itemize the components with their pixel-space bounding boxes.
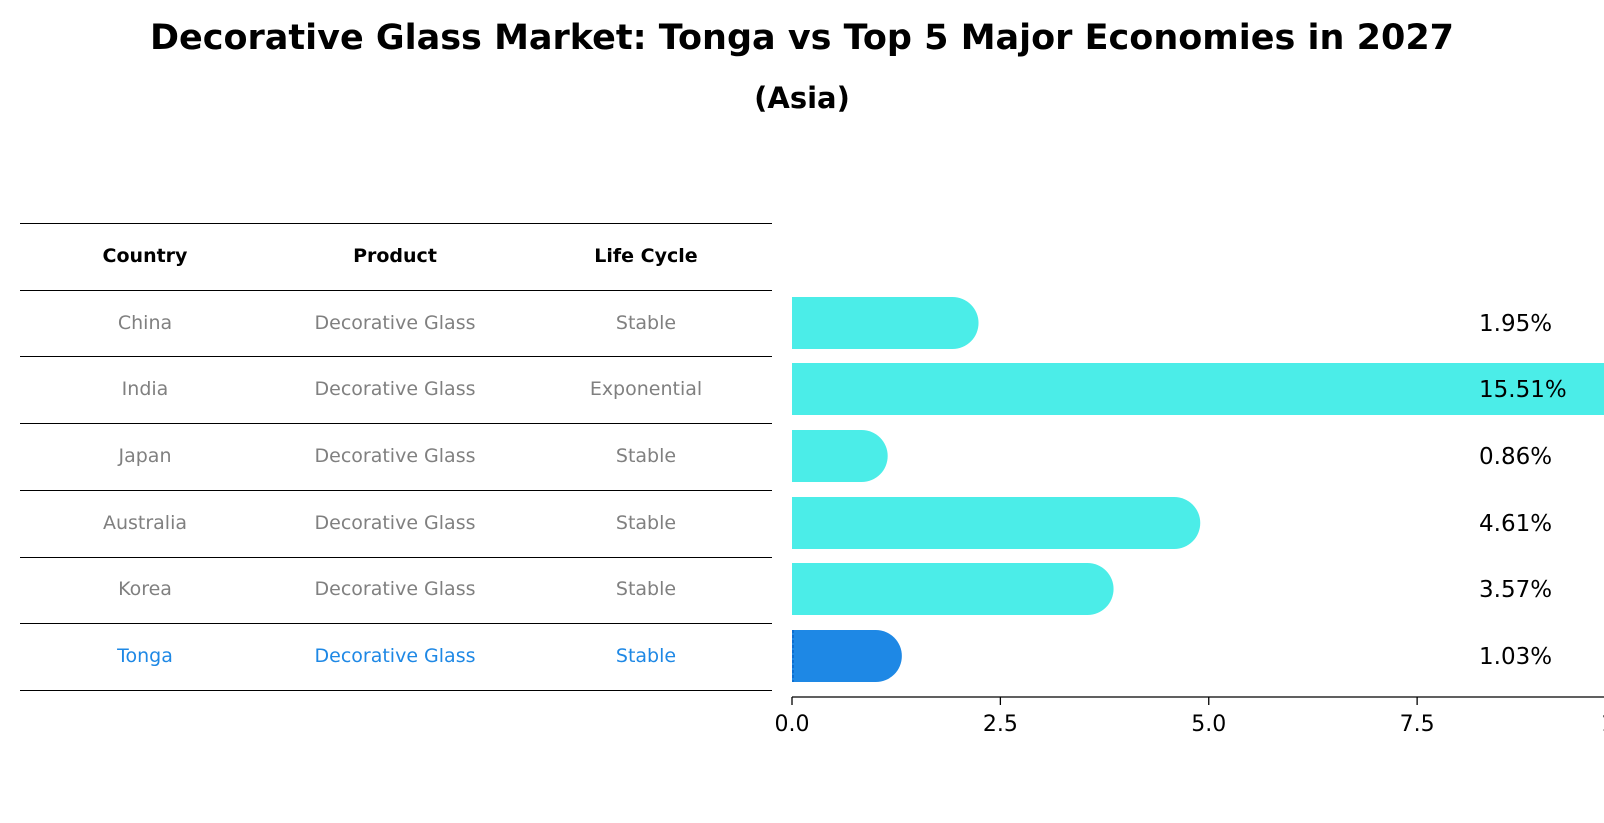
table-cell-product: Decorative Glass (314, 512, 476, 534)
table-rule (20, 690, 772, 691)
bar-india (792, 363, 1604, 415)
bar-australia (792, 497, 1201, 549)
bar-tonga (792, 630, 902, 682)
table-header-life-cycle: Life Cycle (594, 245, 698, 267)
table-cell-product: Decorative Glass (314, 378, 476, 400)
table-cell-country: Korea (118, 578, 172, 600)
value-label: 4.61% (1479, 511, 1552, 537)
x-tick-label: 10.0 (1601, 712, 1604, 737)
table-cell-product: Decorative Glass (314, 578, 476, 600)
value-label: 15.51% (1479, 377, 1567, 403)
value-label: 1.03% (1479, 644, 1552, 670)
value-label: 1.95% (1479, 311, 1552, 337)
table-cell-product: Decorative Glass (314, 312, 476, 334)
table-cell-country: Tonga (117, 645, 173, 667)
table-cell-product: Decorative Glass (314, 645, 476, 667)
table-header-country: Country (102, 245, 188, 267)
table-rule (20, 423, 772, 424)
x-tick-label: 7.5 (1400, 712, 1435, 737)
chart-title: Decorative Glass Market: Tonga vs Top 5 … (149, 18, 1455, 58)
table-cell-life-cycle: Stable (615, 312, 677, 334)
table-cell-country: India (121, 378, 169, 400)
table-cell-life-cycle: Stable (615, 578, 677, 600)
table-cell-life-cycle: Stable (615, 445, 677, 467)
table-cell-life-cycle: Stable (615, 645, 677, 667)
table-cell-country: Japan (118, 445, 172, 467)
table-cell-product: Decorative Glass (314, 445, 476, 467)
x-tick-label: 2.5 (983, 712, 1018, 737)
value-label: 3.57% (1479, 577, 1552, 603)
table-rule (20, 290, 772, 291)
table-rule (20, 623, 772, 624)
table-header-product: Product (353, 245, 437, 267)
table-cell-life-cycle: Stable (615, 512, 677, 534)
bar-japan (792, 430, 888, 482)
bar-korea (792, 563, 1114, 615)
value-label: 0.86% (1479, 444, 1552, 470)
x-tick-label: 0.0 (775, 712, 810, 737)
bar-china (792, 297, 979, 349)
table-rule (20, 490, 772, 491)
table-rule (20, 223, 772, 224)
chart-subtitle: (Asia) (754, 81, 850, 115)
table-cell-life-cycle: Exponential (589, 378, 703, 400)
table-cell-country: Australia (102, 512, 188, 534)
table-cell-country: China (117, 312, 173, 334)
table-rule (20, 356, 772, 357)
x-tick-label: 5.0 (1191, 712, 1226, 737)
table-rule (20, 557, 772, 558)
